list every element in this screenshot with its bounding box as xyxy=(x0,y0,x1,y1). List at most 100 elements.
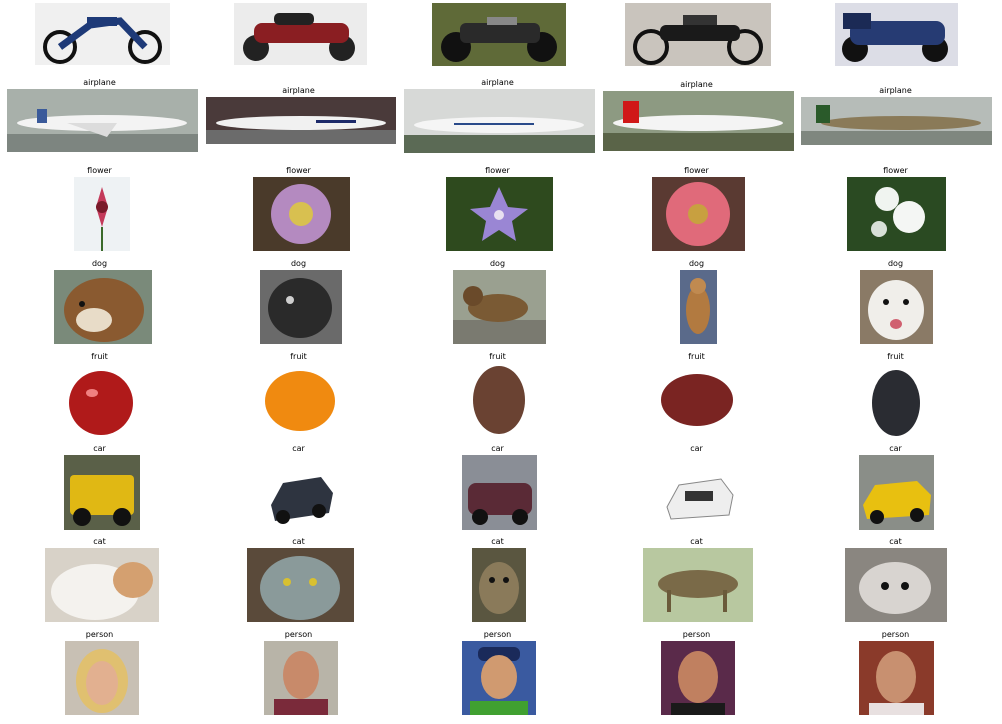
grid-cell: fruit xyxy=(597,352,796,438)
dog-photo xyxy=(260,270,342,344)
class-label: airplane xyxy=(680,80,713,89)
class-label: dog xyxy=(688,259,705,268)
fruit-photo xyxy=(467,363,531,437)
flower-photo xyxy=(253,177,350,251)
class-label: fruit xyxy=(887,352,904,361)
person-photo xyxy=(462,641,536,715)
grid-cell: airplane xyxy=(398,78,597,158)
grid-cell: flower xyxy=(597,166,796,252)
grid-cell: airplane xyxy=(597,78,796,158)
grid-cell: person xyxy=(199,630,398,716)
class-label: airplane xyxy=(83,78,116,87)
class-label: flower xyxy=(286,166,311,175)
class-label: cat xyxy=(889,537,902,546)
class-label: cat xyxy=(491,537,504,546)
motorbike-photo xyxy=(625,3,771,66)
person-photo xyxy=(65,641,139,715)
grid-cell: fruit xyxy=(398,352,597,438)
grid-cell: fruit xyxy=(0,352,199,438)
class-label: dog xyxy=(489,259,506,268)
airplane-photo xyxy=(801,97,992,145)
dog-photo xyxy=(680,270,717,344)
motorbike-photo xyxy=(35,3,170,65)
grid-cell: car xyxy=(597,444,796,530)
class-label: car xyxy=(690,444,703,453)
class-label: fruit xyxy=(91,352,108,361)
fruit-photo xyxy=(659,363,735,437)
class-label: car xyxy=(93,444,106,453)
class-label: person xyxy=(483,630,512,639)
flower-photo xyxy=(74,177,130,251)
grid-cell: cat xyxy=(597,537,796,623)
grid-cell: car xyxy=(0,444,199,530)
grid-cell: person xyxy=(398,630,597,716)
car-photo xyxy=(462,455,537,530)
class-label: fruit xyxy=(489,352,506,361)
person-photo xyxy=(859,641,934,715)
grid-cell: person xyxy=(796,630,995,716)
dog-photo xyxy=(54,270,152,344)
fruit-photo xyxy=(866,363,926,437)
grid-cell xyxy=(597,0,796,70)
grid-cell: dog xyxy=(597,259,796,345)
class-label: person xyxy=(682,630,711,639)
class-label: fruit xyxy=(290,352,307,361)
cat-photo xyxy=(472,548,526,622)
motorbike-photo xyxy=(432,3,566,66)
car-photo xyxy=(661,455,736,530)
flower-photo xyxy=(847,177,946,251)
class-label: airplane xyxy=(879,86,912,95)
grid-cell: fruit xyxy=(199,352,398,438)
grid-cell: airplane xyxy=(199,78,398,158)
grid-cell: car xyxy=(398,444,597,530)
class-label: car xyxy=(292,444,305,453)
grid-cell: fruit xyxy=(796,352,995,438)
motorbike-photo xyxy=(835,3,958,66)
person-photo xyxy=(264,641,338,715)
grid-cell xyxy=(796,0,995,70)
car-photo xyxy=(859,455,934,530)
grid-cell: cat xyxy=(0,537,199,623)
grid-cell: dog xyxy=(0,259,199,345)
grid-cell: person xyxy=(597,630,796,716)
cat-photo xyxy=(45,548,159,622)
class-label: flower xyxy=(684,166,709,175)
flower-photo xyxy=(652,177,745,251)
class-label: flower xyxy=(883,166,908,175)
grid-cell: flower xyxy=(796,166,995,252)
grid-cell: flower xyxy=(0,166,199,252)
grid-cell: airplane xyxy=(796,78,995,158)
class-label: person xyxy=(881,630,910,639)
grid-cell: flower xyxy=(199,166,398,252)
grid-cell: person xyxy=(0,630,199,716)
class-label: flower xyxy=(87,166,112,175)
class-label: airplane xyxy=(282,86,315,95)
class-label: dog xyxy=(290,259,307,268)
cat-photo xyxy=(643,548,753,622)
car-photo xyxy=(263,455,338,530)
class-label: cat xyxy=(292,537,305,546)
class-label: car xyxy=(491,444,504,453)
class-label: cat xyxy=(690,537,703,546)
class-label: dog xyxy=(91,259,108,268)
grid-cell: dog xyxy=(398,259,597,345)
grid-cell: cat xyxy=(199,537,398,623)
grid-cell xyxy=(0,0,199,70)
airplane-photo xyxy=(206,97,396,144)
grid-cell: car xyxy=(796,444,995,530)
fruit-photo xyxy=(64,363,138,437)
grid-cell: car xyxy=(199,444,398,530)
airplane-photo xyxy=(404,89,595,153)
car-photo xyxy=(64,455,140,530)
grid-cell: cat xyxy=(796,537,995,623)
cat-photo xyxy=(845,548,947,622)
flower-photo xyxy=(446,177,553,251)
dog-photo xyxy=(860,270,933,344)
airplane-photo xyxy=(603,91,794,151)
grid-cell: dog xyxy=(199,259,398,345)
grid-cell: cat xyxy=(398,537,597,623)
class-label: flower xyxy=(485,166,510,175)
class-label: car xyxy=(889,444,902,453)
motorbike-photo xyxy=(234,3,367,65)
